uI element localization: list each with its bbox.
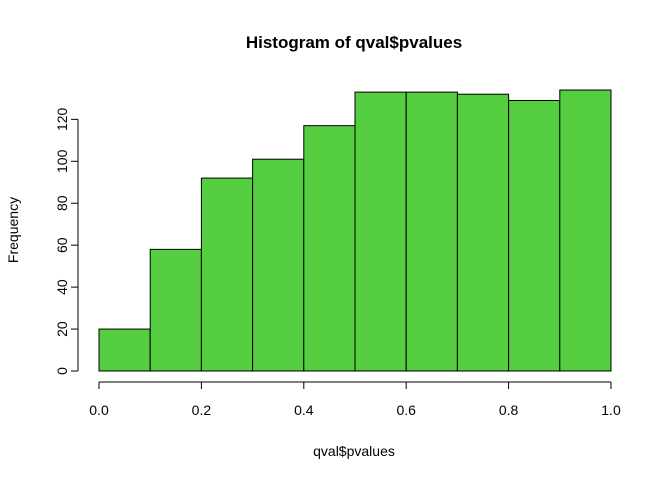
histogram-bar — [303, 125, 356, 372]
histogram-bar — [354, 91, 407, 372]
y-tick-label: 60 — [54, 237, 70, 253]
y-tick-label: 40 — [54, 279, 70, 295]
histogram-bar — [508, 99, 561, 372]
histogram-bar — [200, 177, 254, 372]
x-tick-label: 0.4 — [294, 402, 314, 418]
y-axis-label: Frequency — [5, 197, 21, 263]
histogram-bar — [559, 89, 612, 372]
bars-group — [98, 89, 612, 372]
histogram-bar — [252, 158, 305, 372]
y-tick-label: 0 — [54, 367, 70, 375]
histogram-bar — [456, 93, 510, 372]
y-tick-label: 120 — [54, 107, 70, 131]
x-axis: 0.0 0.2 0.4 0.6 0.8 1.0 — [89, 381, 621, 418]
histogram-bar — [98, 328, 151, 372]
chart-title: Histogram of qval$pvalues — [246, 33, 462, 52]
x-tick-label: 1.0 — [601, 402, 621, 418]
y-tick-label: 80 — [54, 195, 70, 211]
x-tick-label: 0.8 — [499, 402, 519, 418]
x-axis-label: qval$pvalues — [313, 443, 395, 459]
y-tick-label: 100 — [54, 149, 70, 173]
x-tick-label: 0.0 — [89, 402, 109, 418]
x-tick-label: 0.6 — [396, 402, 416, 418]
histogram-bar — [405, 91, 458, 372]
y-axis: 0 20 40 60 80 100 120 — [54, 107, 79, 375]
y-tick-label: 20 — [54, 321, 70, 337]
histogram-bar — [149, 248, 202, 372]
x-tick-label: 0.2 — [192, 402, 212, 418]
